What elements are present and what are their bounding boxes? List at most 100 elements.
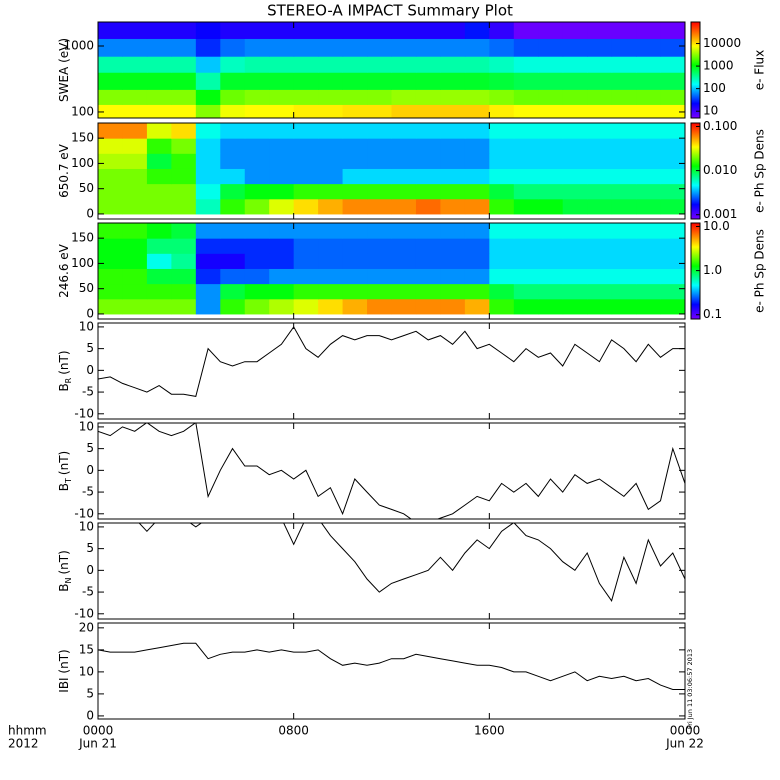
heatmap-cell bbox=[415, 198, 441, 215]
plot-area bbox=[98, 223, 685, 315]
heatmap-cell bbox=[293, 38, 319, 57]
heatmap-cell bbox=[636, 72, 662, 90]
heatmap-cell bbox=[122, 183, 148, 200]
heatmap-cell bbox=[122, 89, 148, 105]
heatmap-cell bbox=[122, 22, 148, 39]
heatmap-cell bbox=[122, 298, 148, 315]
heatmap-cell bbox=[318, 22, 344, 39]
heatmap-cell bbox=[171, 183, 197, 200]
heatmap-cell bbox=[146, 223, 172, 239]
heatmap-cell bbox=[318, 198, 344, 215]
heatmap-cell bbox=[415, 153, 441, 169]
heatmap-cell bbox=[318, 89, 344, 105]
y-tick-label: 50 bbox=[79, 281, 94, 295]
heatmap-cell bbox=[367, 138, 392, 154]
heatmap-cell bbox=[440, 89, 466, 105]
heatmap-cell bbox=[587, 38, 613, 57]
heatmap-cell bbox=[122, 168, 148, 185]
heatmap-cell bbox=[293, 123, 319, 139]
heatmap-cell bbox=[367, 153, 392, 169]
heatmap-cell bbox=[415, 89, 441, 105]
heatmap-cell bbox=[195, 253, 221, 269]
heatmap-cell bbox=[440, 22, 466, 39]
heatmap-cell bbox=[244, 72, 270, 90]
heatmap-cell bbox=[415, 238, 441, 254]
heatmap-cell bbox=[244, 168, 270, 185]
heatmap-cell bbox=[98, 298, 123, 315]
date-label: Jun 21 bbox=[78, 737, 117, 751]
heatmap-cell bbox=[391, 198, 417, 215]
heatmap-cell bbox=[244, 298, 270, 315]
heatmap-cell bbox=[391, 223, 417, 239]
heatmap-cell bbox=[146, 183, 172, 200]
heatmap-cell bbox=[367, 183, 392, 200]
y-axis-label-sub: N bbox=[64, 578, 73, 584]
heatmap-cell bbox=[220, 123, 246, 139]
heatmap-cell bbox=[122, 153, 148, 169]
heatmap-cell bbox=[195, 123, 221, 139]
heatmap-cell bbox=[587, 238, 613, 254]
heatmap-cell bbox=[611, 238, 637, 254]
heatmap-cell bbox=[538, 198, 564, 215]
heatmap-cell bbox=[489, 153, 515, 169]
heatmap-cell bbox=[636, 183, 662, 200]
heatmap-cell bbox=[293, 153, 319, 169]
heatmap-cell bbox=[342, 183, 368, 200]
colorbar-tick-label: 0.1 bbox=[703, 307, 722, 321]
heatmap-cell bbox=[538, 38, 564, 57]
heatmap-cell bbox=[146, 56, 172, 73]
heatmap-cell bbox=[269, 56, 295, 73]
heatmap-cell bbox=[195, 238, 221, 254]
heatmap-cell bbox=[611, 56, 637, 73]
heatmap-cell bbox=[244, 183, 270, 200]
heatmap-cell bbox=[440, 283, 466, 300]
heatmap-cell bbox=[391, 104, 417, 118]
heatmap-cell bbox=[562, 298, 588, 315]
heatmap-cell bbox=[611, 22, 637, 39]
heatmap-cell bbox=[464, 253, 490, 269]
heatmap-cell bbox=[367, 38, 392, 57]
heatmap-cell bbox=[195, 198, 221, 215]
heatmap-cell bbox=[660, 223, 685, 239]
heatmap-cell bbox=[146, 89, 172, 105]
heatmap-cell bbox=[464, 72, 490, 90]
heatmap-cell bbox=[489, 283, 515, 300]
x-axis-label: 2012 bbox=[8, 737, 39, 751]
heatmap-cell bbox=[391, 283, 417, 300]
heatmap-cell bbox=[636, 22, 662, 39]
colorbar-tick-label: 100 bbox=[703, 81, 726, 95]
heatmap-cell bbox=[489, 168, 515, 185]
heatmap-cell bbox=[513, 168, 539, 185]
heatmap-cell bbox=[440, 104, 466, 118]
heatmap-cell bbox=[269, 283, 295, 300]
heatmap-cell bbox=[660, 268, 685, 285]
plot-area bbox=[138, 523, 685, 602]
plot-area bbox=[98, 423, 685, 519]
heatmap-cell bbox=[464, 298, 490, 315]
heatmap-cell bbox=[636, 198, 662, 215]
heatmap-cell bbox=[318, 298, 344, 315]
heatmap-cell bbox=[391, 168, 417, 185]
heatmap-cell bbox=[220, 253, 246, 269]
heatmap-cell bbox=[342, 238, 368, 254]
heatmap-cell bbox=[122, 104, 148, 118]
heatmap-cell bbox=[489, 56, 515, 73]
heatmap-cell bbox=[489, 38, 515, 57]
heatmap-cell bbox=[562, 238, 588, 254]
heatmap-cell bbox=[513, 298, 539, 315]
heatmap-cell bbox=[513, 253, 539, 269]
data-line bbox=[138, 523, 685, 602]
heatmap-cell bbox=[415, 168, 441, 185]
heatmap-cell bbox=[415, 253, 441, 269]
heatmap-cell bbox=[98, 72, 123, 90]
heatmap-cell bbox=[440, 72, 466, 90]
heatmap-cell bbox=[562, 268, 588, 285]
y-tick-label: 100 bbox=[71, 256, 94, 270]
colorbar-tick-label: 10000 bbox=[703, 36, 741, 50]
heatmap-cell bbox=[538, 253, 564, 269]
heatmap-cell bbox=[587, 104, 613, 118]
heatmap-cell bbox=[513, 72, 539, 90]
heatmap-cell bbox=[122, 56, 148, 73]
heatmap-cell bbox=[440, 56, 466, 73]
